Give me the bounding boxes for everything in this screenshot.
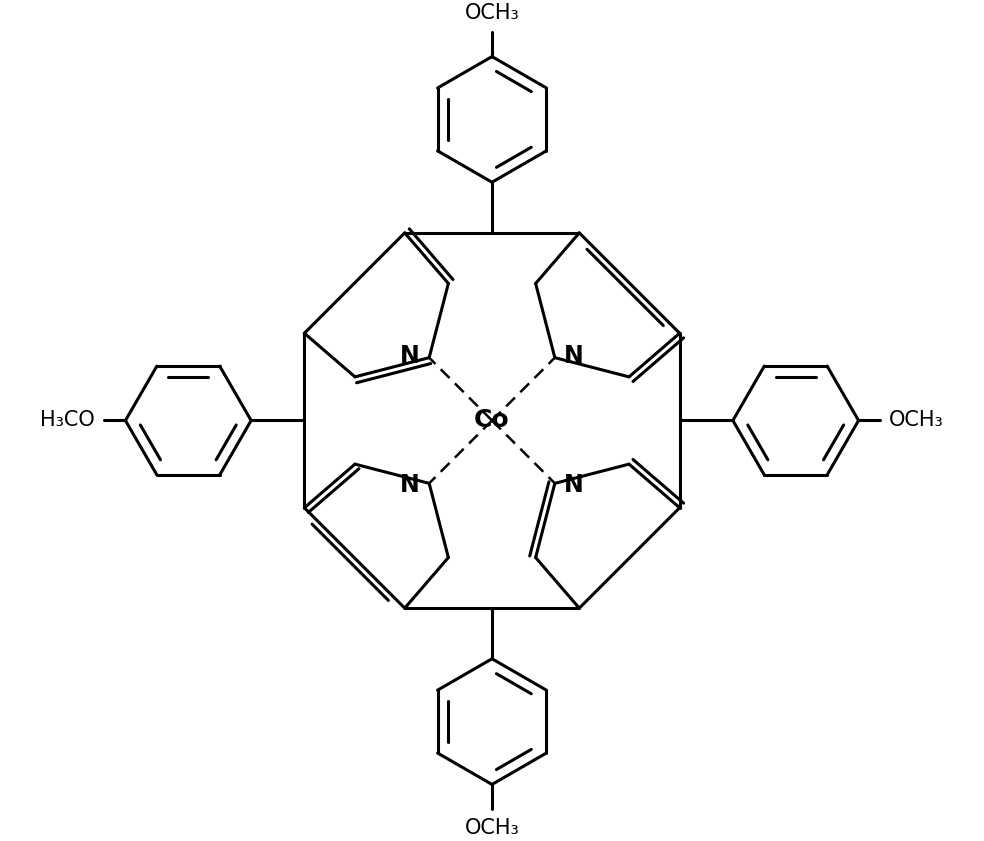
Text: N: N xyxy=(400,344,420,368)
Text: OCH₃: OCH₃ xyxy=(464,3,520,24)
Text: OCH₃: OCH₃ xyxy=(464,817,520,838)
Text: Co: Co xyxy=(474,409,510,432)
Text: H₃CO: H₃CO xyxy=(40,410,94,431)
Text: N: N xyxy=(564,344,584,368)
Text: N: N xyxy=(564,473,584,497)
Text: N: N xyxy=(400,473,420,497)
Text: OCH₃: OCH₃ xyxy=(890,410,944,431)
